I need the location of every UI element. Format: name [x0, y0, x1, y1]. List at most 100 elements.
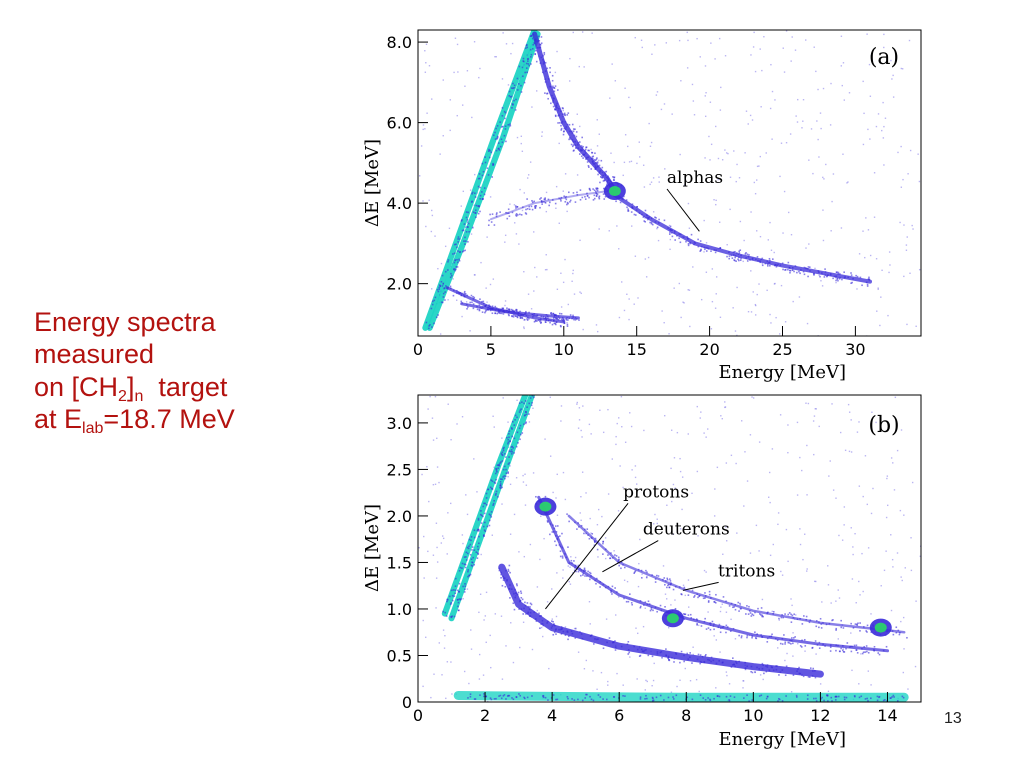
band-point: [639, 600, 642, 602]
band-point: [555, 544, 558, 547]
band-point: [590, 168, 593, 170]
noise-dot: [855, 602, 857, 604]
noise-dot: [801, 127, 803, 129]
band-point: [744, 668, 747, 671]
band-point: [594, 168, 597, 170]
noise-dot: [653, 662, 655, 665]
band-point: [493, 224, 496, 226]
band-point: [794, 265, 797, 267]
band-point: [699, 660, 702, 663]
noise-dot: [852, 553, 854, 556]
noise-dot: [527, 293, 530, 295]
band-point: [601, 171, 604, 174]
band-point: [463, 240, 465, 242]
noise-dot: [663, 103, 666, 105]
noise-dot: [641, 46, 643, 49]
band-point: [806, 698, 809, 700]
band-point: [865, 630, 867, 632]
band-point: [630, 602, 633, 604]
band-point: [510, 449, 513, 451]
band-point: [602, 174, 604, 177]
band-point: [523, 402, 525, 405]
band-point: [674, 585, 677, 588]
noise-dot: [480, 553, 482, 556]
noise-dot: [462, 598, 464, 600]
noise-dot: [562, 471, 565, 474]
band-point: [814, 676, 817, 679]
band-point: [484, 311, 486, 314]
band-point: [877, 652, 880, 654]
noise-dot: [509, 483, 512, 486]
noise-dot: [581, 436, 583, 438]
band-point: [793, 270, 795, 273]
noise-dot: [863, 112, 865, 115]
band-point: [500, 308, 502, 311]
band-point: [572, 192, 575, 194]
band-point: [631, 603, 633, 606]
noise-dot: [668, 627, 670, 629]
band-point: [732, 606, 734, 609]
noise-dot: [785, 142, 788, 144]
noise-dot: [521, 209, 524, 212]
band-point: [655, 696, 658, 699]
noise-dot: [896, 449, 899, 452]
noise-dot: [522, 621, 525, 623]
noise-dot: [789, 133, 792, 135]
band-point: [478, 304, 481, 306]
band-point: [683, 654, 685, 657]
band-point: [457, 236, 460, 238]
band-point: [893, 696, 895, 698]
band-point: [651, 655, 654, 658]
noise-dot: [514, 222, 516, 224]
noise-dot: [754, 314, 757, 316]
band-point: [803, 266, 806, 269]
noise-dot: [614, 80, 617, 82]
noise-dot: [843, 99, 845, 101]
band-point: [472, 211, 475, 213]
band-point: [607, 554, 609, 556]
band-point: [679, 241, 682, 244]
band-point: [585, 532, 587, 535]
band-point: [740, 257, 742, 260]
band-point: [460, 294, 463, 297]
band-point: [841, 645, 844, 647]
band-point: [622, 198, 625, 201]
x-tick-label: 0: [413, 706, 423, 725]
band-point: [485, 492, 488, 495]
band-point: [582, 153, 585, 156]
noise-dot: [431, 288, 433, 290]
band-point: [797, 668, 799, 670]
band-point: [523, 697, 526, 700]
band-point: [511, 315, 513, 317]
band-point: [521, 66, 524, 69]
noise-dot: [751, 119, 754, 121]
band-point: [705, 653, 707, 656]
band-point: [645, 649, 647, 651]
band-point: [549, 201, 551, 204]
noise-dot: [623, 161, 626, 164]
band-point: [446, 600, 448, 603]
band-point: [534, 53, 537, 55]
noise-dot: [822, 239, 825, 242]
band-point: [520, 408, 522, 410]
band-point: [713, 249, 716, 251]
band-point: [580, 524, 583, 527]
noise-dot: [490, 666, 492, 669]
band-point: [532, 316, 534, 318]
noise-dot: [703, 251, 705, 253]
band-point: [470, 539, 472, 542]
band-point: [700, 248, 702, 251]
band-point: [500, 576, 502, 579]
y-tick-label: 6.0: [387, 114, 412, 133]
band-point: [544, 78, 546, 80]
band-point: [799, 272, 801, 275]
band-point: [462, 250, 465, 252]
band-point: [850, 272, 852, 274]
band-point: [508, 694, 511, 697]
band-point: [602, 193, 605, 195]
band-point: [461, 250, 464, 253]
noise-dot: [848, 450, 851, 453]
band-point: [856, 623, 858, 626]
band-point: [568, 562, 571, 564]
